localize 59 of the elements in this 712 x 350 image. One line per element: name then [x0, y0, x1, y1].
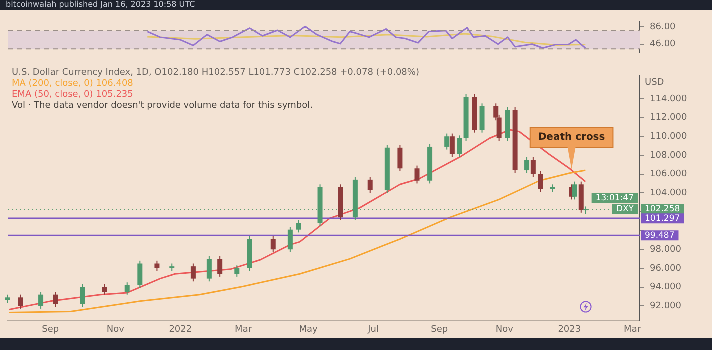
- candlestick: [288, 226, 293, 253]
- candlestick: [457, 135, 462, 158]
- x-tick-label: 2022: [169, 324, 192, 335]
- ref-line-label: 102.258: [645, 204, 680, 215]
- y-tick-label: 110.000: [650, 132, 688, 142]
- candlestick: [450, 133, 455, 158]
- candlestick: [538, 170, 544, 193]
- y-tick-label: 86.00: [650, 22, 676, 32]
- ref-line-label: 99.487: [645, 230, 675, 241]
- candlestick: [524, 156, 530, 174]
- annotation: DXY: [616, 204, 635, 215]
- candlestick: [206, 256, 212, 282]
- candlestick: [154, 260, 160, 272]
- candlestick: [38, 292, 44, 310]
- x-tick-label: Mar: [624, 324, 642, 335]
- y-tick-label: 114.000: [650, 94, 688, 104]
- y-tick-label: 94.000: [650, 282, 682, 293]
- candlestick: [138, 260, 143, 289]
- y-tick-label: 104.000: [650, 188, 688, 198]
- candlestick: [444, 133, 450, 150]
- x-tick-label: May: [299, 324, 319, 335]
- candlestick: [530, 156, 536, 178]
- candlestick: [398, 144, 403, 172]
- text: MA (200, close, 0) 106.408: [12, 79, 134, 90]
- candlestick: [414, 165, 420, 184]
- y-tick-label: 108.000: [650, 150, 688, 161]
- candlestick: [234, 265, 240, 278]
- chart-title: U.S. Dollar Currency Index, 1D, O102.180 H102.557 L101.773 C102.258 +0.078 (+0.08%): [12, 68, 420, 79]
- y-tick-label: 46.00: [650, 40, 676, 50]
- y-axis-title: USD: [645, 78, 664, 88]
- candlestick: [102, 284, 108, 296]
- candlestick: [218, 256, 223, 278]
- x-tick-label: 2023: [558, 324, 582, 335]
- x-tick-label: Mar: [235, 324, 252, 335]
- candlestick: [53, 292, 58, 308]
- candlestick: [368, 176, 373, 194]
- text: EMA (50, close, 0) 105.235: [12, 90, 134, 101]
- annotation: Death cross: [538, 132, 606, 144]
- candlestick: [296, 220, 302, 234]
- x-tick-label: Sep: [431, 324, 448, 335]
- x-tick-label: Nov: [106, 324, 126, 335]
- chart-title: bitcoinwalah published Jan 16, 2023 10:58 UTC: [6, 0, 196, 10]
- x-tick-label: Nov: [496, 324, 514, 335]
- y-tick-label: 112.000: [650, 113, 688, 124]
- candlestick: [270, 236, 276, 253]
- candlestick: [190, 263, 196, 282]
- candlestick: [18, 294, 24, 310]
- annotation: Vol · The data vendor doesn't provide volume data for this symbol.: [12, 101, 314, 112]
- x-tick-label: Jul: [367, 324, 379, 335]
- annotation: 13:01:47: [596, 194, 634, 204]
- y-tick-label: 96.000: [650, 264, 682, 274]
- candlestick: [80, 284, 86, 308]
- x-tick-label: Sep: [42, 324, 60, 335]
- y-tick-label: 106.000: [650, 170, 688, 180]
- ref-line-label: 101.297: [645, 214, 680, 224]
- y-tick-label: 98.000: [650, 244, 682, 255]
- candlestick: [480, 103, 485, 134]
- candlestick: [124, 282, 130, 296]
- y-tick-label: 92.000: [650, 301, 682, 312]
